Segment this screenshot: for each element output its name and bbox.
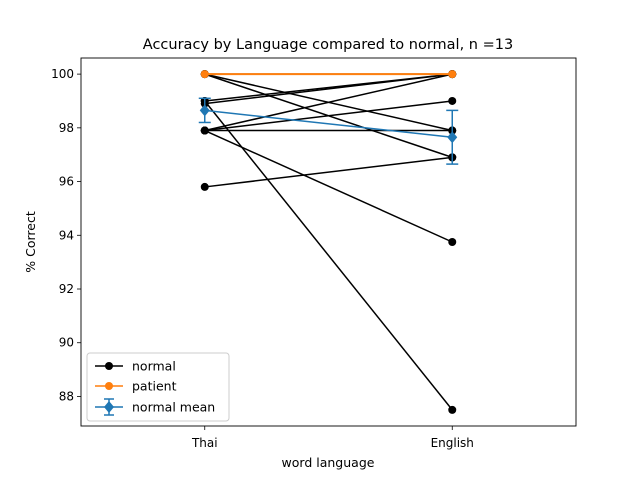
- normal-mean-series: [198, 97, 459, 165]
- patient-series: [200, 70, 457, 79]
- normal-point: [448, 405, 457, 414]
- chart-title: Accuracy by Language compared to normal,…: [143, 37, 513, 53]
- legend-marker: [105, 362, 113, 370]
- y-tick-label: 98: [59, 121, 74, 135]
- y-tick-label: 92: [59, 282, 74, 296]
- x-tick-label: Thai: [191, 436, 218, 450]
- legend-label: patient: [132, 379, 177, 394]
- y-tick-label: 100: [51, 67, 74, 81]
- legend-marker: [104, 401, 114, 413]
- normal-line: [204, 100, 453, 132]
- y-tick-label: 88: [59, 389, 74, 403]
- normal-line: [204, 73, 453, 105]
- legend-box: [86, 352, 230, 422]
- legend-marker: [105, 382, 113, 390]
- legend-label: normal: [132, 359, 176, 374]
- legend: normal patient normal mean: [86, 352, 230, 422]
- patient-point: [200, 70, 209, 79]
- legend-entry: normal: [95, 359, 176, 374]
- normal-line: [204, 100, 453, 411]
- normal-subject-series: [200, 126, 457, 246]
- normal-point: [200, 182, 209, 191]
- y-tick-label: 90: [59, 336, 74, 350]
- y-axis: 88 90 92 94 96 98 100: [51, 67, 81, 403]
- mean-line: [204, 109, 453, 138]
- y-tick-label: 96: [59, 175, 74, 189]
- normal-point: [448, 238, 457, 246]
- mean-point: [199, 104, 210, 117]
- plot-frame: [80, 57, 577, 427]
- normal-line: [204, 129, 453, 243]
- normal-line: [204, 156, 453, 188]
- normal-point: [200, 126, 209, 135]
- y-axis-label: % Correct: [23, 211, 38, 273]
- legend-label: normal mean: [132, 400, 215, 415]
- x-axis-label: word language: [282, 455, 375, 470]
- legend-entry: patient: [95, 379, 177, 394]
- y-tick-label: 94: [59, 228, 74, 242]
- legend-entry: normal mean: [95, 398, 215, 416]
- x-tick-label: English: [431, 436, 474, 450]
- normal-point: [448, 96, 457, 105]
- normal-line: [204, 73, 453, 132]
- mean-point: [447, 131, 458, 144]
- patient-point: [448, 70, 457, 79]
- x-axis: Thai English: [191, 426, 474, 450]
- plot-area: [198, 70, 459, 414]
